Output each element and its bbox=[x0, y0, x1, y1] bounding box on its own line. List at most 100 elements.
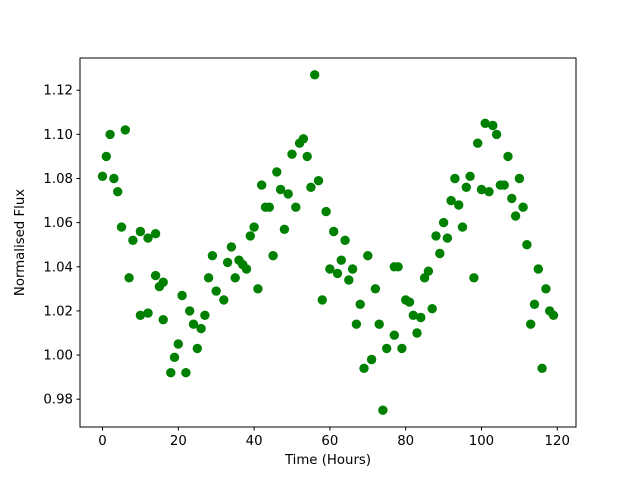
data-point bbox=[347, 264, 358, 274]
data-point bbox=[325, 264, 335, 274]
y-tick-label: 1.02 bbox=[43, 304, 73, 319]
data-point bbox=[241, 264, 252, 274]
data-point bbox=[272, 167, 282, 177]
data-point bbox=[359, 363, 369, 373]
x-axis-label: Time (Hours) bbox=[284, 453, 371, 468]
data-point bbox=[514, 173, 525, 184]
data-point bbox=[302, 151, 312, 162]
data-point bbox=[230, 273, 240, 283]
data-point bbox=[344, 275, 354, 285]
data-point bbox=[332, 268, 343, 279]
data-point bbox=[529, 299, 540, 309]
y-tick-label: 1.06 bbox=[43, 216, 73, 231]
data-point bbox=[158, 315, 168, 325]
data-point bbox=[253, 284, 263, 294]
x-tick-label: 20 bbox=[170, 434, 187, 449]
data-point bbox=[397, 343, 407, 354]
data-point bbox=[363, 251, 373, 261]
data-point bbox=[507, 193, 517, 204]
data-point bbox=[222, 257, 233, 268]
data-point bbox=[135, 226, 146, 237]
data-point bbox=[476, 184, 487, 195]
data-point bbox=[510, 211, 521, 221]
y-tick-label: 1.12 bbox=[43, 84, 73, 99]
data-point bbox=[340, 235, 350, 245]
data-point bbox=[541, 284, 551, 294]
data-point bbox=[185, 306, 195, 316]
data-point bbox=[257, 180, 267, 190]
x-tick-label: 40 bbox=[246, 434, 263, 449]
y-tick-label: 0.98 bbox=[43, 393, 73, 408]
data-point bbox=[275, 184, 286, 195]
data-point bbox=[143, 308, 153, 318]
data-point bbox=[306, 182, 316, 192]
data-point bbox=[109, 173, 119, 184]
plot-area bbox=[79, 57, 577, 428]
data-point bbox=[484, 187, 494, 197]
data-point bbox=[181, 368, 191, 378]
data-point bbox=[473, 138, 483, 148]
y-tick-label: 1.10 bbox=[43, 128, 73, 143]
data-point bbox=[124, 273, 134, 283]
data-point bbox=[173, 339, 183, 349]
data-point bbox=[374, 319, 384, 329]
data-point bbox=[158, 277, 168, 287]
x-tick-label: 120 bbox=[545, 434, 570, 449]
y-tick-label: 1.08 bbox=[43, 172, 73, 187]
data-point bbox=[488, 120, 498, 131]
axis-ticks: 0 20 40 60 80 100 120 0.98 1.00 1.02 1.04 1.06 1.08 1… bbox=[43, 84, 570, 449]
data-point bbox=[264, 202, 274, 212]
data-point bbox=[287, 149, 297, 159]
data-point bbox=[526, 319, 536, 329]
data-point bbox=[313, 176, 324, 186]
data-point bbox=[469, 273, 479, 283]
data-point bbox=[150, 270, 161, 281]
data-point bbox=[438, 217, 449, 228]
data-point bbox=[177, 290, 187, 301]
data-point bbox=[503, 151, 513, 162]
data-point bbox=[351, 319, 362, 329]
data-point bbox=[101, 151, 112, 162]
data-point bbox=[120, 125, 130, 135]
data-point bbox=[310, 70, 320, 80]
data-point bbox=[97, 171, 108, 181]
data-point bbox=[423, 266, 434, 276]
data-point bbox=[378, 405, 388, 415]
data-point bbox=[192, 343, 202, 354]
data-point bbox=[446, 195, 456, 206]
data-point bbox=[105, 129, 115, 140]
data-point bbox=[480, 118, 490, 128]
data-point bbox=[518, 202, 528, 212]
data-point bbox=[412, 328, 422, 338]
axes-spines bbox=[79, 57, 577, 428]
data-point bbox=[128, 235, 138, 245]
data-point bbox=[404, 297, 415, 307]
data-point bbox=[135, 310, 146, 320]
data-point bbox=[537, 363, 547, 373]
data-point bbox=[249, 222, 259, 232]
data-point bbox=[442, 233, 453, 243]
data-point bbox=[166, 368, 176, 378]
data-point bbox=[522, 240, 532, 250]
data-point bbox=[427, 304, 437, 314]
data-point bbox=[298, 134, 309, 144]
data-point bbox=[408, 310, 418, 320]
data-point bbox=[268, 251, 278, 261]
data-point bbox=[370, 284, 381, 294]
data-point bbox=[219, 295, 229, 305]
data-point bbox=[416, 312, 426, 323]
data-point bbox=[317, 295, 327, 305]
data-point bbox=[143, 233, 153, 243]
data-point bbox=[283, 189, 293, 199]
data-point bbox=[382, 343, 392, 354]
data-point bbox=[336, 255, 346, 265]
data-point bbox=[461, 182, 471, 192]
y-tick-label: 1.04 bbox=[43, 260, 73, 275]
x-tick-label: 60 bbox=[321, 434, 338, 449]
data-point bbox=[211, 286, 221, 296]
data-point bbox=[366, 354, 377, 365]
y-tick-label: 1.00 bbox=[43, 349, 73, 364]
data-point bbox=[113, 187, 123, 197]
